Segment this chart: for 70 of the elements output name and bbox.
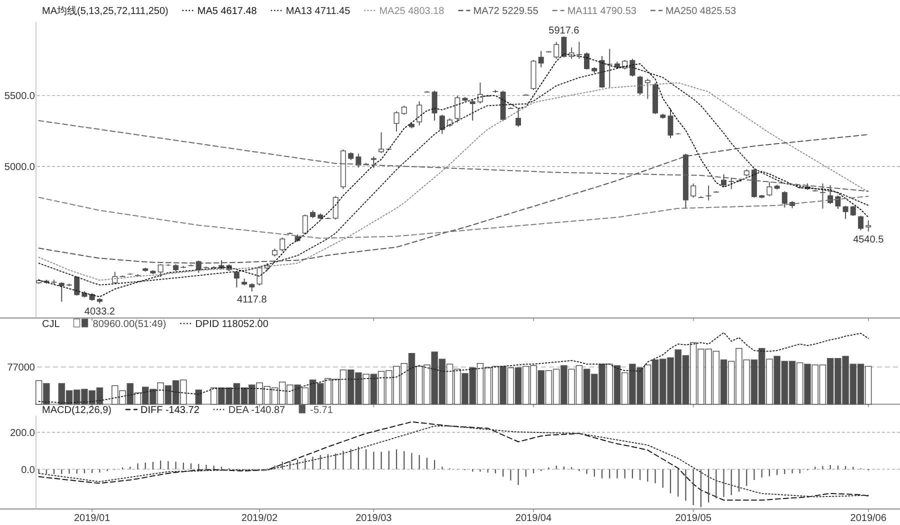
candlestick (280, 237, 286, 252)
candlestick (561, 36, 567, 58)
legend-label: MA5 4617.48 (197, 6, 258, 17)
candlestick (820, 182, 826, 210)
annotation: 4540.5 (853, 234, 884, 246)
candlestick (370, 156, 376, 168)
candlestick (234, 270, 240, 288)
candlestick (58, 282, 64, 302)
candlestick (112, 271, 118, 285)
candlestick (584, 52, 590, 70)
legend-label: MA250 4825.53 (665, 6, 736, 17)
candlestick (470, 98, 476, 122)
candlestick (835, 194, 841, 210)
chart-title: MACD(12,26,9) (42, 405, 112, 416)
legend-label: -5.71 (310, 405, 334, 416)
candlestick (668, 108, 674, 139)
x-tick-label: 2019/02 (241, 513, 278, 524)
legend-label: MA13 4711.45 (286, 6, 351, 17)
candlestick (706, 185, 712, 201)
candlestick (637, 75, 643, 96)
candlestick (516, 107, 522, 128)
candlestick (554, 41, 560, 60)
text: 77000 (7, 362, 36, 374)
candlestick (477, 82, 483, 104)
candlestick (690, 182, 696, 198)
legend-label: DIFF -143.72 (140, 405, 200, 416)
candlestick (782, 190, 788, 208)
candlestick (850, 205, 856, 217)
candlestick (378, 132, 384, 154)
candlestick (630, 58, 636, 78)
candlestick (644, 78, 650, 100)
candlestick (256, 266, 262, 286)
candlestick (728, 177, 734, 190)
y-tick-label: 0.0 (21, 464, 36, 476)
candlestick (74, 276, 80, 296)
x-tick-label: 2019/03 (356, 513, 392, 524)
y-tick-label: 5000.0 (4, 162, 36, 173)
candlestick (394, 110, 400, 132)
y-tick-label: 200.0 (10, 428, 36, 439)
candlestick (356, 153, 362, 168)
bar (195, 390, 202, 405)
candlestick (721, 174, 726, 188)
chart-title: CJL (42, 319, 60, 330)
candlestick (332, 196, 338, 220)
legend-label: 80960.00(51:49) (92, 319, 166, 330)
candlestick (842, 205, 848, 220)
candlestick (858, 215, 864, 231)
annotation: 4033.2 (84, 306, 116, 318)
x-tick-label: 2019/05 (675, 513, 712, 524)
candlestick (866, 220, 872, 232)
candlestick (454, 95, 460, 124)
legend-label: DPID 118052.00 (195, 319, 269, 330)
annotation: 5917.6 (548, 26, 580, 37)
legend-label: DEA -140.87 (228, 405, 286, 416)
candlestick (576, 41, 582, 60)
candlestick (439, 114, 445, 134)
candlestick (766, 182, 772, 197)
x-tick-label: 2019/04 (515, 513, 552, 524)
legend-label: MA111 4790.53 (567, 6, 637, 17)
x-tick-label: 2019/06 (850, 513, 887, 524)
candlestick (538, 50, 544, 68)
line-series (38, 120, 869, 192)
y-tick-label: 5500.0 (4, 91, 36, 102)
annotation: 4117.8 (236, 294, 268, 306)
x-tick-label: 2019/01 (74, 513, 111, 524)
chart-title: MA均线(5,13,25,72,111,250) (42, 5, 168, 17)
candlestick (416, 100, 422, 126)
legend-label: MA25 4803.18 (379, 6, 445, 17)
legend-label: MA72 5229.55 (473, 6, 539, 17)
candlestick (432, 90, 438, 122)
